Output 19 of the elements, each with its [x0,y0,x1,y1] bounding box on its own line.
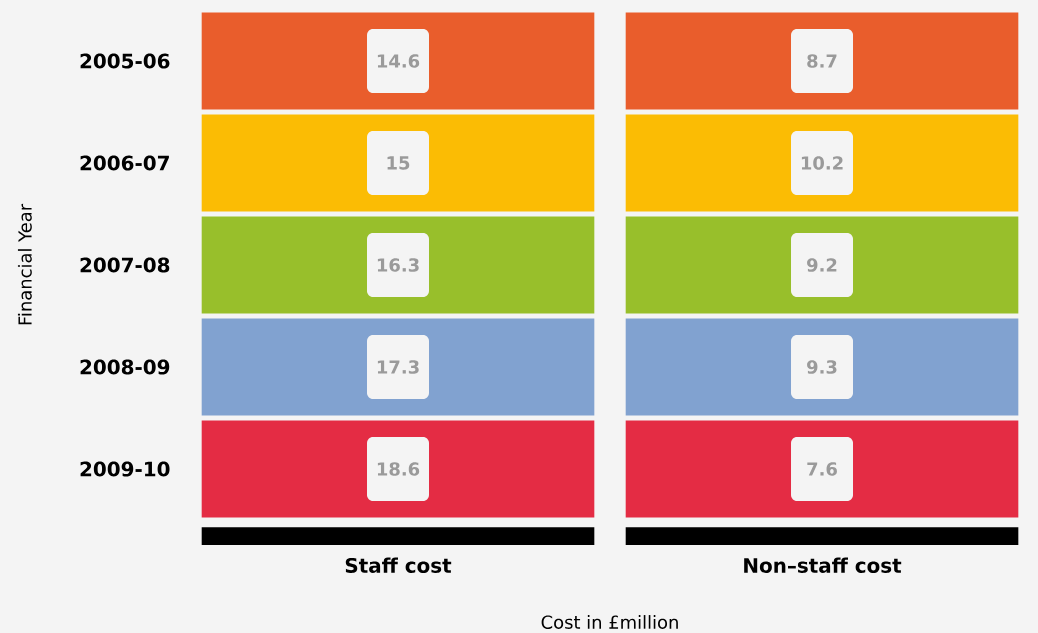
data-label: 17.3 [377,360,419,374]
y-tick-label: 2009-10 [80,461,170,477]
data-label: 9.3 [807,360,837,374]
data-label: 9.2 [807,258,837,272]
data-label: 7.6 [807,462,837,476]
x-tick-label: Non–staff cost [744,557,902,573]
y-tick-label: 2006-07 [80,155,169,171]
data-label: 10.2 [801,156,843,170]
y-tick-label: 2005-06 [80,53,170,69]
y-tick-label: 2007-08 [80,257,170,273]
data-label: 18.6 [377,462,420,476]
data-label: 14.6 [377,54,420,68]
x-tick-label: Staff cost [345,557,452,573]
data-label: 8.7 [807,54,837,68]
y-tick-label: 2008-09 [80,359,170,375]
data-label: 16.3 [377,258,419,272]
y-axis-title: Financial Year [17,203,32,325]
x-axis-title: Cost in £million [541,615,678,629]
data-label: 15 [387,156,410,170]
